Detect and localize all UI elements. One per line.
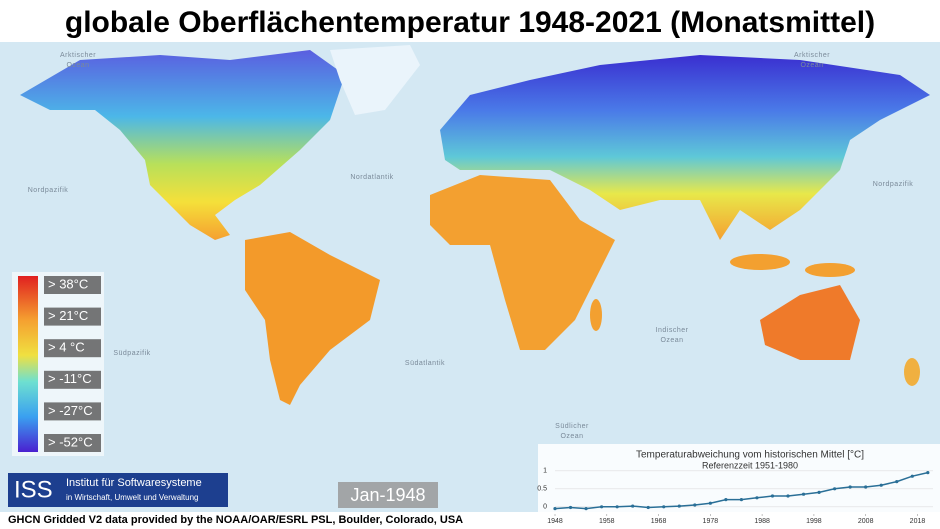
data-point xyxy=(739,498,744,502)
ocean-label: Südatlantik xyxy=(405,360,445,367)
legend-label-box xyxy=(44,339,101,358)
legend-label-box xyxy=(44,307,101,326)
data-point xyxy=(770,494,775,498)
data-point xyxy=(553,507,557,511)
legend-label: > 4 °C xyxy=(48,340,85,355)
date: Jan-1948 xyxy=(350,485,425,505)
continents xyxy=(20,45,930,405)
ocean-label: Ozean xyxy=(560,433,583,440)
x-tick-label: 1968 xyxy=(651,518,667,525)
ocean-label: Nordatlantik xyxy=(350,174,393,181)
x-tick-label: 1998 xyxy=(806,518,822,525)
credit: GHCN Gridded V2 data provided by the NOA… xyxy=(8,514,463,526)
data-point xyxy=(615,505,619,509)
x-tick-label: 1978 xyxy=(703,518,719,525)
x-tick-label: 2018 xyxy=(910,518,926,525)
australia xyxy=(760,285,860,360)
new-zealand xyxy=(904,358,920,386)
data-point xyxy=(568,505,573,510)
eurasia xyxy=(440,55,930,240)
islands xyxy=(730,254,790,270)
south-america xyxy=(245,232,380,405)
inset-subtitle: Referenzzeit 1951-1980 xyxy=(702,460,798,470)
color-scale xyxy=(18,276,38,452)
ocean-label: Ozean xyxy=(660,337,683,344)
x-tick-label: 2008 xyxy=(858,518,874,525)
data-point xyxy=(584,507,588,511)
data-point xyxy=(833,487,837,491)
data-point xyxy=(755,496,759,500)
data-point xyxy=(677,504,681,508)
legend-label: > 21°C xyxy=(48,308,88,323)
ocean-label: Nordpazifik xyxy=(873,181,914,188)
data-point xyxy=(864,485,868,489)
x-tick-label: 1988 xyxy=(754,518,770,525)
ocean-label: Südlicher xyxy=(555,423,589,430)
y-tick-label: 0 xyxy=(543,504,547,511)
data-point xyxy=(631,504,635,508)
legend-label-box xyxy=(44,370,101,389)
ocean-label: Indischer xyxy=(656,327,689,334)
data-point xyxy=(724,498,728,502)
data-point xyxy=(693,503,697,507)
legend-label: > -27°C xyxy=(48,403,93,418)
greenland xyxy=(330,45,420,115)
legend-label-box xyxy=(44,276,101,294)
ocean-label: Ozean xyxy=(66,62,89,69)
data-point xyxy=(662,505,666,509)
data-point xyxy=(600,505,604,509)
date-box xyxy=(338,482,438,508)
data-point xyxy=(895,480,899,484)
legend-label: > -52°C xyxy=(48,434,93,449)
ocean-label: Südpazifik xyxy=(113,350,150,357)
ocean-label: Arktischer xyxy=(794,52,830,59)
islands xyxy=(805,263,855,277)
north-america xyxy=(20,50,345,240)
logo xyxy=(8,473,228,507)
data-point xyxy=(786,494,790,498)
legend-label-box xyxy=(44,434,101,452)
logo-line: Institut für Softwaresysteme xyxy=(66,477,202,489)
data-point xyxy=(801,492,806,496)
legend-label-box xyxy=(44,402,101,421)
inset-title: Temperaturabweichung vom historischen Mi… xyxy=(636,450,864,461)
x-tick-label: 1958 xyxy=(599,518,615,525)
legend-label: > -11°C xyxy=(48,371,92,386)
x-tick-label: 1948 xyxy=(547,518,563,525)
legend-label: > 38°C xyxy=(48,276,88,291)
data-point xyxy=(646,505,650,510)
data-point xyxy=(708,501,712,505)
data-point xyxy=(817,490,821,494)
logo-short: ISS xyxy=(14,476,53,503)
data-point xyxy=(848,485,852,489)
data-point xyxy=(879,483,883,487)
data-point xyxy=(910,474,914,478)
madagascar xyxy=(590,299,602,331)
africa xyxy=(430,175,615,350)
y-tick-label: 0.5 xyxy=(537,486,547,493)
ocean-label: Nordpazifik xyxy=(28,187,69,194)
page-title: globale Oberflächentemperatur 1948-2021 … xyxy=(65,6,875,39)
ocean-label: Ozean xyxy=(800,62,823,69)
data-point xyxy=(926,471,930,475)
y-tick-label: 1 xyxy=(543,468,547,475)
logo-line: in Wirtschaft, Umwelt und Verwaltung xyxy=(66,493,199,502)
ocean-label: Arktischer xyxy=(60,52,96,59)
